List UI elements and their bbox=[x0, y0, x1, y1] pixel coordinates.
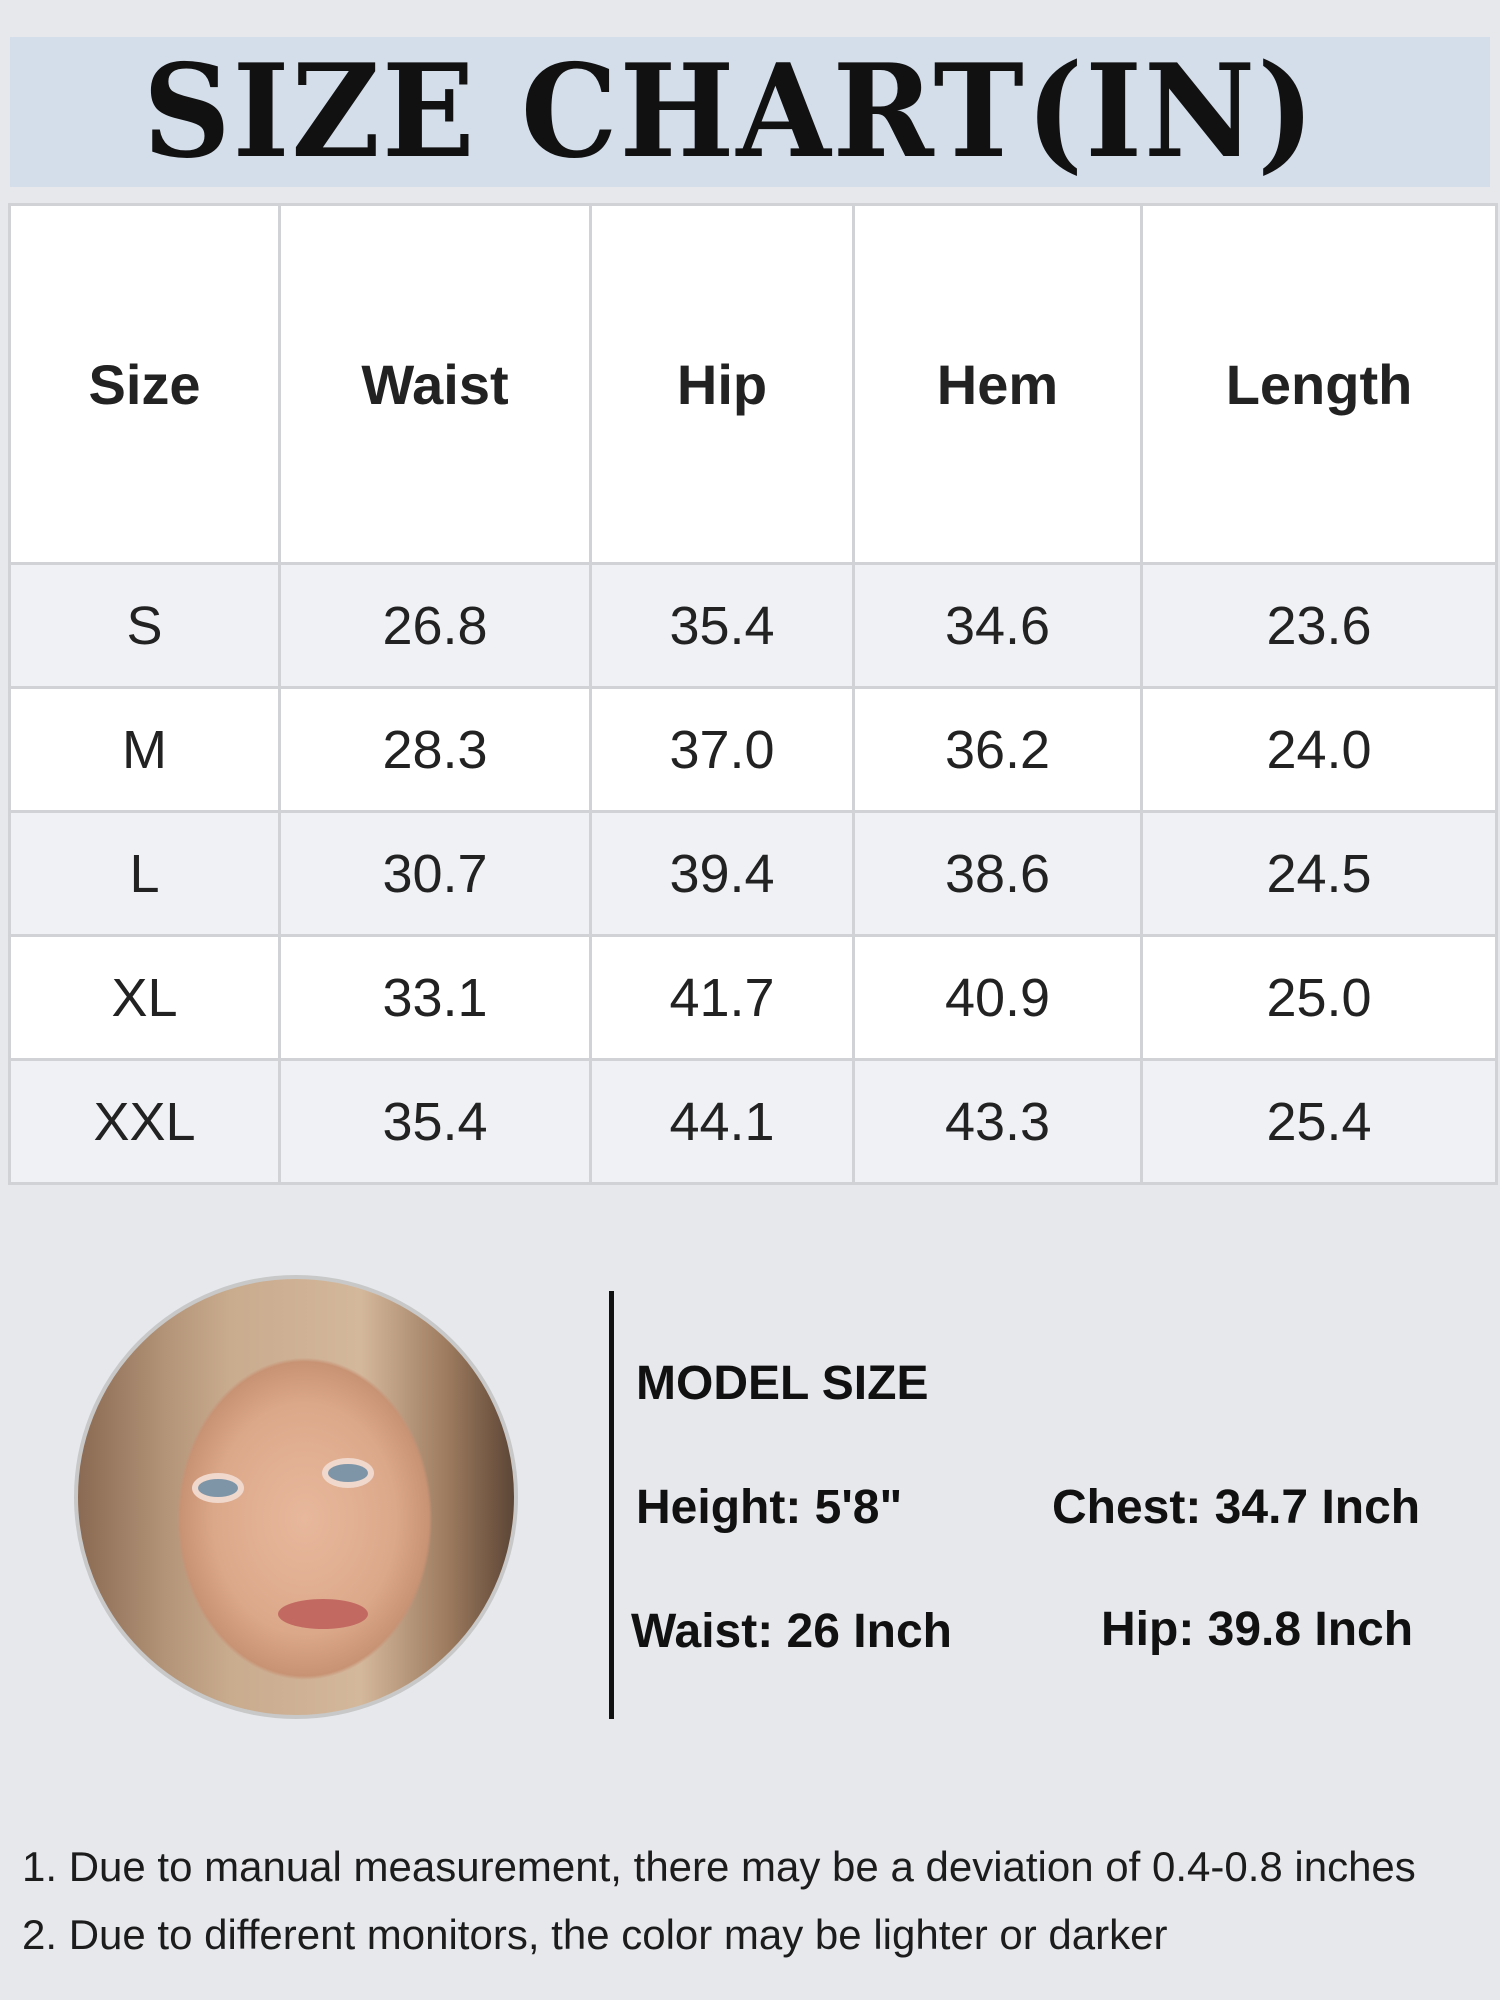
cell-size: XXL bbox=[8, 1058, 281, 1185]
cell-hip: 39.4 bbox=[589, 810, 855, 937]
cell-size: L bbox=[8, 810, 281, 937]
model-chest: Chest: 34.7 Inch bbox=[1052, 1481, 1421, 1534]
cell-size: M bbox=[8, 686, 281, 813]
table-row: XL 33.1 41.7 40.9 25.0 bbox=[8, 934, 1498, 1061]
cell-hem: 38.6 bbox=[852, 810, 1143, 937]
model-photo bbox=[74, 1275, 518, 1719]
cell-hip: 37.0 bbox=[589, 686, 855, 813]
cell-waist: 30.7 bbox=[278, 810, 592, 937]
cell-hip: 41.7 bbox=[589, 934, 855, 1061]
model-size-heading: MODEL SIZE bbox=[636, 1357, 929, 1410]
cell-hem: 40.9 bbox=[852, 934, 1143, 1061]
table-row: XXL 35.4 44.1 43.3 25.4 bbox=[8, 1058, 1498, 1185]
cell-hem: 34.6 bbox=[852, 562, 1143, 689]
header-length: Length bbox=[1140, 203, 1498, 565]
eye bbox=[198, 1479, 238, 1497]
cell-length: 24.5 bbox=[1140, 810, 1498, 937]
cell-length: 25.0 bbox=[1140, 934, 1498, 1061]
cell-hem: 36.2 bbox=[852, 686, 1143, 813]
cell-waist: 35.4 bbox=[278, 1058, 592, 1185]
cell-size: XL bbox=[8, 934, 281, 1061]
cell-waist: 26.8 bbox=[278, 562, 592, 689]
header-hem: Hem bbox=[852, 203, 1143, 565]
note-1: 1. Due to manual measurement, there may … bbox=[22, 1843, 1416, 1890]
cell-waist: 33.1 bbox=[278, 934, 592, 1061]
cell-waist: 28.3 bbox=[278, 686, 592, 813]
table-row: L 30.7 39.4 38.6 24.5 bbox=[8, 810, 1498, 937]
title-banner: SIZE CHART(IN) bbox=[10, 37, 1490, 187]
cell-size: S bbox=[8, 562, 281, 689]
header-hip: Hip bbox=[589, 203, 855, 565]
cell-hip: 35.4 bbox=[589, 562, 855, 689]
size-table: Size Waist Hip Hem Length S 26.8 35.4 34.6 2… bbox=[8, 203, 1498, 1185]
model-height: Height: 5'8" bbox=[636, 1481, 903, 1534]
table-header-row: Size Waist Hip Hem Length bbox=[8, 203, 1498, 565]
header-waist: Waist bbox=[278, 203, 592, 565]
cell-length: 24.0 bbox=[1140, 686, 1498, 813]
header-size: Size bbox=[8, 203, 281, 565]
model-hip: Hip: 39.8 Inch bbox=[1101, 1603, 1414, 1656]
lips bbox=[278, 1599, 368, 1629]
table-row: S 26.8 35.4 34.6 23.6 bbox=[8, 562, 1498, 689]
cell-hip: 44.1 bbox=[589, 1058, 855, 1185]
eye bbox=[328, 1464, 368, 1482]
page-title: SIZE CHART(IN) bbox=[143, 37, 1317, 187]
divider bbox=[609, 1291, 614, 1719]
model-waist: Waist: 26 Inch bbox=[631, 1605, 952, 1658]
cell-length: 23.6 bbox=[1140, 562, 1498, 689]
cell-hem: 43.3 bbox=[852, 1058, 1143, 1185]
cell-length: 25.4 bbox=[1140, 1058, 1498, 1185]
table-row: M 28.3 37.0 36.2 24.0 bbox=[8, 686, 1498, 813]
note-2: 2. Due to different monitors, the color … bbox=[22, 1911, 1168, 1958]
